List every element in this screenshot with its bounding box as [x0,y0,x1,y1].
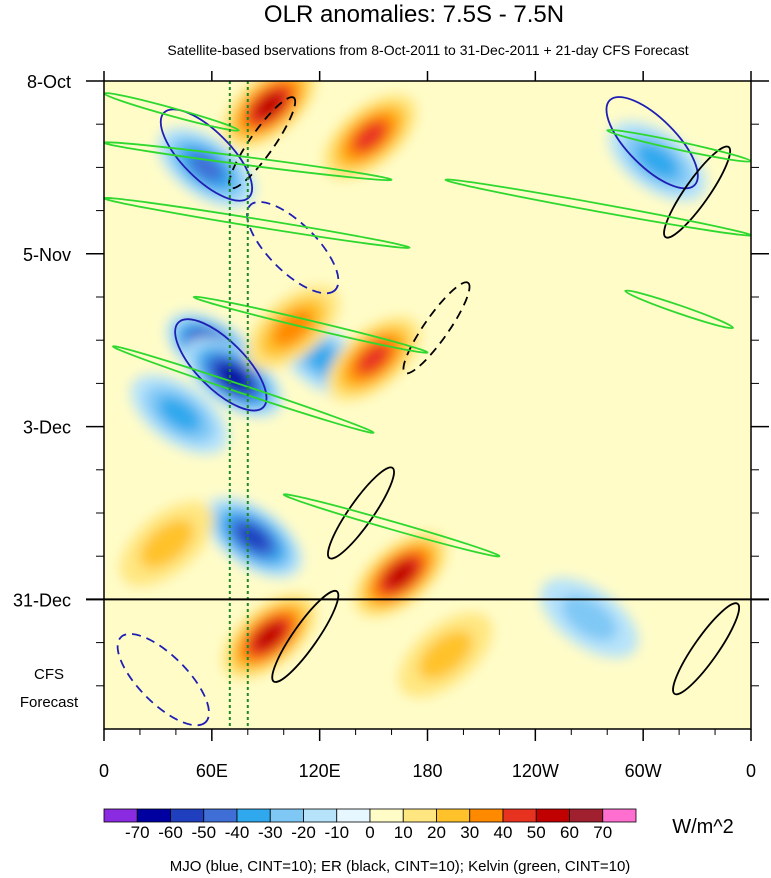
anomaly-positive-9-level-3 [353,121,387,152]
colorbar-box-5 [269,808,304,823]
kelvin-contour-7 [624,289,734,330]
mjo-contour-3 [605,96,699,190]
anomaly-negative-6-level-2 [636,143,679,179]
anomaly-negative-3-level-4 [237,524,269,551]
anomaly-negative-0-level-3 [188,152,224,182]
colorbar-label-2: -50 [191,823,216,842]
colorbar-box-12 [502,808,537,823]
anomaly-negative-4-level-2 [158,396,201,432]
x-tick-label-4: 120W [512,761,559,781]
y-tick-label-2: 3-Dec [23,418,71,438]
mjo-contour-4 [246,201,340,295]
mjo-contour-0 [159,108,254,202]
colorbar-box-4 [236,808,271,823]
colorbar-box-6 [303,808,338,823]
footer-note: MJO (blue, CINT=10); ER (black, CINT=10)… [170,858,631,875]
y-tick-label-3: 31-Dec [13,590,71,610]
kelvin-contour-3 [112,345,375,434]
colorbar-box-11 [469,808,504,823]
kelvin-contour-4 [192,295,429,354]
colorbar-box-15 [602,808,637,823]
colorbar-box-2 [170,808,205,823]
colorbar-label-6: -10 [324,823,349,842]
colorbar-label-4: -30 [258,823,283,842]
y-tick-label-1: 5-Nov [23,245,71,265]
er-contour-2 [271,589,340,683]
anomaly-positive-11-level-3 [356,343,391,375]
anomaly-positive-8-level-4 [254,92,285,120]
colorbar-box-10 [436,808,471,823]
colorbar-box-7 [336,808,371,823]
colorbar-label-8: 10 [394,823,413,842]
colorbar-box-1 [136,808,171,823]
colorbar-label-13: 60 [560,823,579,842]
er-contour-3 [663,145,732,239]
forecast-label-line2: Forecast [20,694,79,711]
colorbar-label-12: 50 [527,823,546,842]
x-tick-label-6: 0 [746,761,756,781]
anomaly-positive-14-level-1 [140,519,194,569]
anomaly-positive-13-level-4 [254,622,285,651]
er-contour-5 [228,96,297,190]
colorbar-label-1: -60 [158,823,183,842]
colorbar-label-10: 30 [460,823,479,842]
colorbar-label-14: 70 [593,823,612,842]
plot-area [104,81,751,729]
colorbar-unit: W/m^2 [672,816,734,838]
er-contour-0 [402,281,471,375]
er-contour-4 [672,602,741,696]
colorbar-label-7: 0 [365,823,374,842]
colorbar-box-0 [103,808,138,823]
colorbar-label-5: -20 [291,823,316,842]
colorbar-label-3: -40 [225,823,250,842]
x-tick-label-2: 120E [299,761,341,781]
kelvin-contour-8 [282,493,501,558]
anomaly-positive-15-level-1 [418,630,473,680]
kelvin-contour-0 [104,92,240,132]
chart-title: OLR anomalies: 7.5S - 7.5N [264,1,564,28]
anomaly-positive-10-level-4 [385,561,416,589]
chart-subtitle: Satellite-based bservations from 8-Oct-2… [167,42,688,58]
colorbar-box-3 [203,808,238,823]
forecast-label-line1: CFS [34,666,64,683]
x-tick-label-3: 180 [412,761,442,781]
colorbar-box-9 [402,808,437,823]
colorbar-box-13 [535,808,570,823]
colorbar-label-9: 20 [427,823,446,842]
x-tick-label-0: 0 [99,761,109,781]
colorbar-label-11: 40 [494,823,513,842]
mjo-contour-2 [116,633,210,727]
x-tick-label-5: 60W [625,761,662,781]
mjo-contour-1 [174,318,268,412]
er-contour-1 [327,466,395,560]
colorbar-box-8 [369,808,404,823]
x-tick-label-1: 60E [196,761,228,781]
anomaly-negative-7-level-1 [561,594,618,641]
colorbar: -70 -60 -50 -40 -30 -20 -10 0 10 20 30 40 50 60 70 [103,808,637,842]
colorbar-box-14 [569,808,604,823]
y-tick-label-0: 8-Oct [27,72,71,92]
anomaly-negative-2-level-5 [219,365,248,390]
colorbar-label-0: -70 [125,823,150,842]
